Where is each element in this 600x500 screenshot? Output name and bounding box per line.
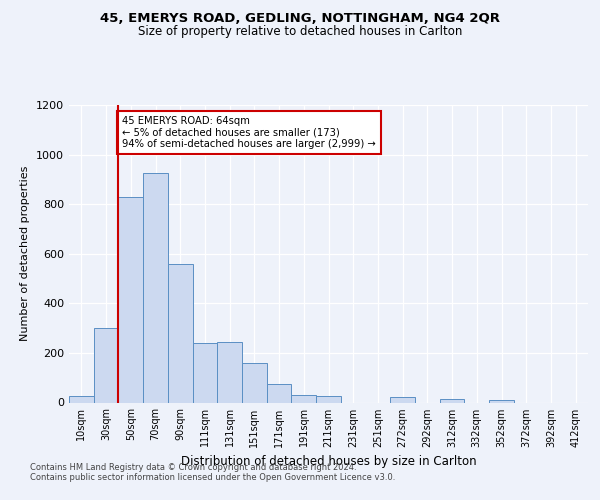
Bar	[118, 196, 143, 402]
Text: 45, EMERYS ROAD, GEDLING, NOTTINGHAM, NG4 2QR: 45, EMERYS ROAD, GEDLING, NOTTINGHAM, NG…	[100, 12, 500, 26]
Y-axis label: Number of detached properties: Number of detached properties	[20, 166, 31, 342]
Bar	[168, 264, 193, 402]
Bar	[440, 399, 464, 402]
Bar	[69, 396, 94, 402]
Text: 45 EMERYS ROAD: 64sqm
← 5% of detached houses are smaller (173)
94% of semi-deta: 45 EMERYS ROAD: 64sqm ← 5% of detached h…	[122, 116, 376, 150]
Bar	[143, 173, 168, 402]
X-axis label: Distribution of detached houses by size in Carlton: Distribution of detached houses by size …	[181, 455, 476, 468]
Bar	[292, 395, 316, 402]
Bar	[94, 328, 118, 402]
Bar	[267, 384, 292, 402]
Bar	[390, 397, 415, 402]
Bar	[242, 363, 267, 403]
Text: Contains public sector information licensed under the Open Government Licence v3: Contains public sector information licen…	[30, 472, 395, 482]
Bar	[217, 342, 242, 402]
Text: Size of property relative to detached houses in Carlton: Size of property relative to detached ho…	[138, 25, 462, 38]
Bar	[316, 396, 341, 402]
Bar	[489, 400, 514, 402]
Bar	[193, 343, 217, 402]
Text: Contains HM Land Registry data © Crown copyright and database right 2024.: Contains HM Land Registry data © Crown c…	[30, 462, 356, 471]
